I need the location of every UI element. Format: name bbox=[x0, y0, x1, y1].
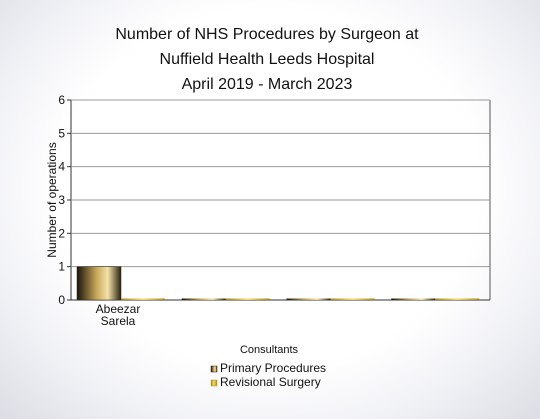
y-tick-label: 6 bbox=[58, 93, 65, 107]
chart-title-line-1: Number of NHS Procedures by Surgeon at bbox=[115, 26, 419, 43]
x-category-label: Abeezar bbox=[96, 302, 141, 316]
bar-revisional-0 bbox=[121, 298, 165, 300]
bar-revisional-1 bbox=[225, 298, 270, 300]
y-tick-label: 1 bbox=[58, 260, 65, 274]
y-tick-label: 0 bbox=[58, 293, 65, 307]
legend-label-primary: Primary Procedures bbox=[220, 361, 326, 375]
y-axis-ticks: 0 1 2 3 4 5 6 bbox=[58, 93, 71, 307]
bar-revisional-3 bbox=[435, 298, 480, 300]
chart-title-line-3: April 2019 - March 2023 bbox=[182, 76, 353, 93]
bar-primary-1 bbox=[181, 298, 226, 300]
bar-revisional-2 bbox=[330, 298, 375, 300]
bar-primary-3 bbox=[391, 298, 436, 300]
legend-label-revisional: Revisional Surgery bbox=[220, 375, 321, 389]
bars bbox=[76, 266, 480, 301]
x-category-label: Sarela bbox=[101, 314, 136, 328]
legend-swatch-revisional bbox=[210, 379, 218, 387]
legend-swatch-primary bbox=[210, 365, 218, 373]
y-tick-label: 2 bbox=[58, 226, 65, 240]
y-tick-label: 5 bbox=[58, 126, 65, 140]
y-axis-title: Number of operations bbox=[45, 142, 59, 257]
bar-primary-0 bbox=[76, 266, 122, 301]
chart-title: Number of NHS Procedures by Surgeon at N… bbox=[115, 26, 419, 93]
x-axis-title: Consultants bbox=[240, 344, 299, 356]
y-tick-label: 4 bbox=[58, 160, 65, 174]
chart-title-line-2: Nuffield Health Leeds Hospital bbox=[160, 51, 375, 68]
gridlines bbox=[71, 99, 490, 301]
y-tick-label: 3 bbox=[58, 193, 65, 207]
bar-primary-2 bbox=[286, 298, 331, 300]
